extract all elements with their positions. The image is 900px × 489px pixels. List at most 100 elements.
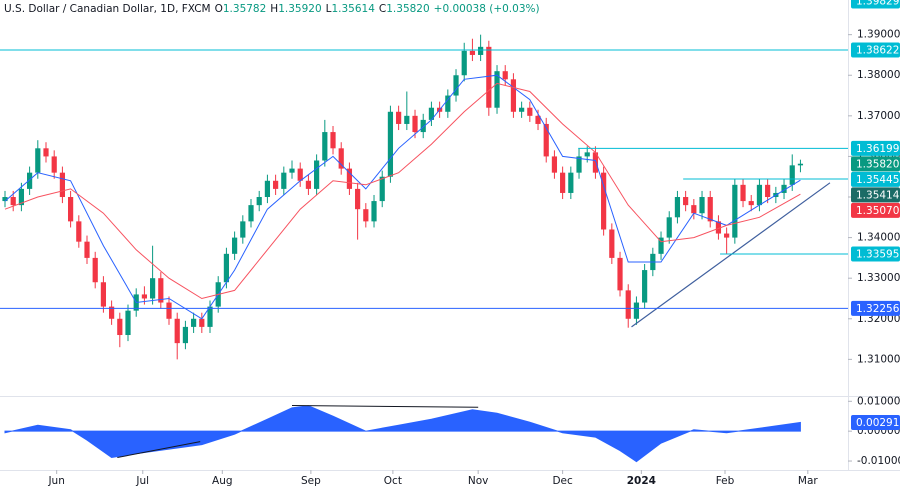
candle-body — [527, 107, 533, 116]
x-tick-label: Sep — [301, 475, 321, 487]
candle-body — [125, 310, 131, 336]
price-label: 1.38622 — [856, 45, 899, 57]
price-label-box — [851, 0, 900, 9]
candle-body — [305, 180, 312, 189]
candle-body — [322, 132, 328, 161]
x-tick-label: Nov — [468, 475, 489, 487]
candle-body — [240, 221, 246, 238]
candle-body — [494, 71, 500, 108]
candle-body — [715, 221, 722, 234]
y-tick-label: 1.34000 — [857, 232, 900, 244]
candle-body — [707, 197, 713, 222]
candle-body — [43, 148, 49, 157]
price-label: 1.39829 — [856, 0, 899, 8]
candle-body — [174, 318, 180, 344]
line-series — [117, 441, 201, 458]
candle-body — [584, 152, 590, 157]
candle-body — [232, 237, 238, 254]
price-label-box — [851, 42, 900, 58]
candle-body — [256, 197, 262, 206]
line-series — [4, 82, 801, 300]
candle-body — [560, 172, 566, 193]
price-label: 0.00291 — [856, 417, 899, 429]
ohlc-value: 1.35782 — [223, 3, 266, 15]
ohlc-value: 1.35614 — [331, 3, 375, 15]
candle-body — [76, 221, 82, 242]
candle-body — [469, 50, 476, 55]
y-tick-label: 1.33000 — [857, 272, 900, 284]
candle-body — [355, 188, 361, 210]
candle-body — [486, 46, 492, 108]
candle-body — [338, 148, 344, 169]
y-tick-label: 1.38000 — [857, 69, 900, 81]
candle-body — [199, 318, 205, 327]
candle-body — [781, 184, 787, 193]
candle-body — [297, 168, 303, 181]
candle-body — [51, 156, 57, 173]
candle-body — [109, 306, 115, 319]
x-tick-label: Aug — [212, 475, 233, 487]
candle-body — [519, 107, 525, 112]
y-tick-label: 0.01000 — [857, 395, 900, 407]
candle-body — [273, 180, 279, 189]
candle-body — [445, 95, 451, 112]
candle-body — [551, 156, 558, 173]
candle-body — [658, 237, 664, 254]
candle-body — [625, 290, 631, 319]
candle-body — [642, 270, 648, 303]
candle-body — [371, 201, 377, 222]
y-tick-label: -0.01000 — [857, 455, 900, 467]
candle-body — [141, 294, 148, 299]
x-tick-label: Jul — [135, 475, 149, 487]
candle-body — [633, 302, 640, 319]
candle-body — [789, 165, 795, 185]
price-label: 1.35445 — [856, 174, 899, 186]
candle-body — [666, 217, 672, 238]
candle-body — [396, 111, 402, 124]
candle-body — [420, 119, 426, 133]
ohlc-key: O — [215, 3, 223, 15]
x-tick-label: Oct — [384, 475, 402, 487]
candle-body — [18, 188, 25, 206]
symbol: U.S. Dollar / Canadian Dollar, 1D, FXCM — [4, 3, 211, 15]
candle-body — [363, 209, 369, 222]
price-label: 1.36199 — [856, 143, 899, 155]
x-tick-label: Dec — [552, 475, 573, 487]
price-label: 1.33595 — [856, 249, 899, 261]
price-label-box — [851, 202, 900, 218]
candle-body — [502, 71, 508, 80]
price-label-box — [851, 171, 900, 187]
candle-body — [92, 257, 98, 283]
ohlc-key: H — [270, 3, 278, 15]
candle-body — [748, 201, 754, 206]
candle-body — [191, 318, 197, 327]
candle-body — [117, 318, 123, 336]
candle-body — [68, 197, 74, 222]
candle-body — [27, 172, 33, 189]
candle-body — [2, 197, 8, 202]
candle-body — [330, 132, 336, 149]
candle-body — [207, 306, 213, 327]
candle-body — [568, 172, 574, 193]
candle-body — [543, 123, 549, 157]
candle-body — [609, 229, 615, 258]
candle-body — [453, 75, 459, 96]
candle-body — [724, 233, 730, 238]
candle-body — [732, 184, 738, 238]
candle-body — [592, 152, 599, 173]
candle-body — [379, 176, 385, 202]
line-series — [291, 405, 479, 408]
price-label: 1.35070 — [856, 205, 899, 217]
change: +0.00038 (+0.03%) — [434, 3, 540, 15]
x-tick-label: 2024 — [627, 475, 656, 487]
candle-body — [346, 168, 353, 189]
candle-body — [601, 172, 607, 230]
candle-body — [84, 241, 90, 258]
line-series — [4, 74, 801, 320]
candle-body — [314, 160, 320, 189]
price-label: 1.35820 — [856, 158, 899, 170]
candle-body — [223, 253, 230, 283]
